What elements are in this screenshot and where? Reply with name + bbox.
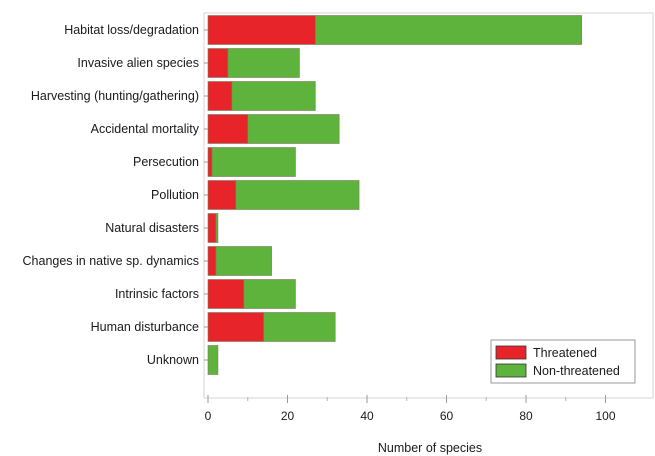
x-tick-label: 80 — [519, 409, 533, 423]
category-label: Unknown — [147, 353, 199, 367]
bar-segment-non-threatened — [263, 312, 336, 342]
legend-swatch — [495, 345, 527, 360]
bar-segment-threatened — [207, 246, 217, 276]
bar-segment-threatened — [207, 279, 245, 309]
bar-segment-threatened — [207, 15, 316, 45]
x-tick-label: 0 — [205, 409, 212, 423]
category-label: Human disturbance — [91, 320, 199, 334]
bars — [207, 15, 582, 375]
bar-segment-threatened — [207, 312, 264, 342]
x-tick-label: 20 — [281, 409, 295, 423]
category-label: Habitat loss/degradation — [64, 23, 199, 37]
category-label: Accidental mortality — [91, 122, 200, 136]
category-label: Intrinsic factors — [115, 287, 199, 301]
x-tick-label: 100 — [595, 409, 615, 423]
legend: Threatened Non-threatened — [490, 339, 636, 384]
bar-segment-non-threatened — [315, 15, 582, 45]
bar-segment-non-threatened — [243, 279, 296, 309]
bar-segment-non-threatened — [215, 213, 219, 243]
bar-segment-non-threatened — [207, 345, 219, 375]
bar-segment-non-threatened — [235, 180, 360, 210]
x-axis-title: Number of species — [378, 441, 482, 455]
bar-segment-non-threatened — [247, 114, 340, 144]
x-axis: 0 20 40 60 80 100 — [205, 395, 616, 423]
legend-label: Threatened — [533, 346, 597, 360]
category-labels: Habitat loss/degradation Invasive alien s… — [23, 23, 208, 367]
bar-segment-non-threatened — [227, 48, 300, 78]
bar-segment-threatened — [207, 147, 213, 177]
bar-segment-threatened — [207, 81, 233, 111]
bar-segment-threatened — [207, 213, 217, 243]
category-label: Invasive alien species — [77, 56, 199, 70]
bar-segment-threatened — [207, 48, 229, 78]
x-tick-label: 60 — [440, 409, 454, 423]
bar-segment-non-threatened — [211, 147, 296, 177]
bar-segment-threatened — [207, 180, 237, 210]
legend-swatch — [495, 363, 527, 378]
category-label: Natural disasters — [105, 221, 199, 235]
legend-label: Non-threatened — [533, 364, 620, 378]
category-label: Harvesting (hunting/gathering) — [31, 89, 199, 103]
bar-segment-threatened — [207, 114, 249, 144]
bar-segment-non-threatened — [215, 246, 272, 276]
x-tick-label: 40 — [360, 409, 374, 423]
category-label: Persecution — [133, 155, 199, 169]
category-label: Changes in native sp. dynamics — [23, 254, 199, 268]
bar-segment-non-threatened — [231, 81, 316, 111]
category-label: Pollution — [151, 188, 199, 202]
